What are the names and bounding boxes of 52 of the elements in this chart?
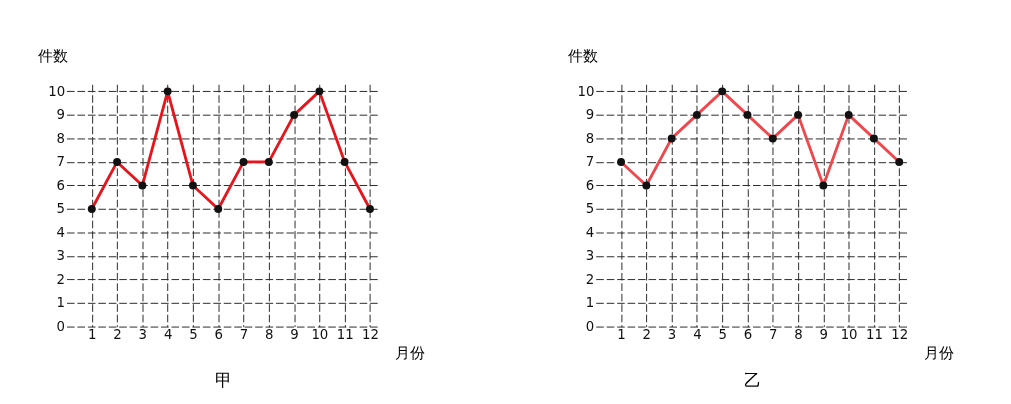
y-tick-label: 2	[585, 271, 595, 287]
y-tick-label: 8	[56, 130, 66, 146]
y-tick-label: 8	[585, 130, 595, 146]
x-axis-title: 月份	[394, 344, 425, 363]
x-tick-label: 1	[617, 327, 626, 343]
y-tick-label: 1	[56, 295, 66, 311]
y-tick-label: 10	[48, 83, 66, 99]
x-tick-label: 3	[667, 327, 677, 343]
y-tick-label: 1	[585, 295, 595, 311]
y-tick-label: 3	[585, 248, 595, 264]
y-tick-label: 5	[585, 201, 595, 217]
x-tick-label: 12	[361, 327, 379, 343]
y-tick-label: 10	[577, 83, 595, 99]
x-tick-label: 1	[88, 327, 97, 343]
x-tick-label: 8	[265, 327, 274, 343]
y-tick-label: 0	[56, 318, 66, 334]
x-tick-label: 4	[693, 327, 702, 343]
x-tick-label: 11	[336, 327, 354, 343]
y-tick-label: 5	[56, 201, 66, 217]
x-tick-label: 7	[239, 327, 249, 343]
x-tick-label: 4	[163, 327, 173, 343]
y-tick-label: 6	[585, 177, 595, 193]
y-tick-label: 3	[56, 248, 66, 264]
x-tick-label: 6	[743, 327, 753, 343]
x-tick-label: 2	[642, 327, 652, 343]
x-tick-label: 9	[819, 327, 829, 343]
text: 乙	[744, 369, 762, 390]
y-tick-label: 7	[585, 154, 595, 170]
y-axis-title: 件数	[38, 47, 69, 66]
x-tick-label: 10	[840, 327, 858, 343]
x-axis-title: 月份	[924, 344, 955, 363]
x-tick-label: 11	[865, 327, 883, 343]
x-tick-label: 10	[311, 327, 329, 343]
x-tick-label: 3	[138, 327, 148, 343]
x-tick-label: 5	[189, 327, 198, 343]
y-tick-label: 9	[585, 107, 595, 123]
text: 甲	[214, 369, 232, 390]
y-tick-label: 7	[56, 154, 66, 170]
x-tick-label: 2	[113, 327, 122, 343]
y-tick-label: 2	[56, 271, 66, 287]
x-tick-label: 6	[214, 327, 223, 343]
x-tick-label: 8	[794, 327, 803, 343]
y-axis-title: 件数	[567, 47, 598, 66]
x-tick-label: 9	[290, 327, 299, 343]
x-tick-label: 7	[769, 327, 778, 343]
x-tick-label: 12	[891, 327, 909, 343]
y-tick-label: 4	[56, 224, 66, 240]
y-tick-label: 4	[585, 224, 595, 240]
y-tick-label: 6	[56, 177, 66, 193]
y-tick-label: 9	[56, 107, 66, 123]
y-tick-label: 0	[585, 318, 595, 334]
x-tick-label: 5	[718, 327, 727, 343]
